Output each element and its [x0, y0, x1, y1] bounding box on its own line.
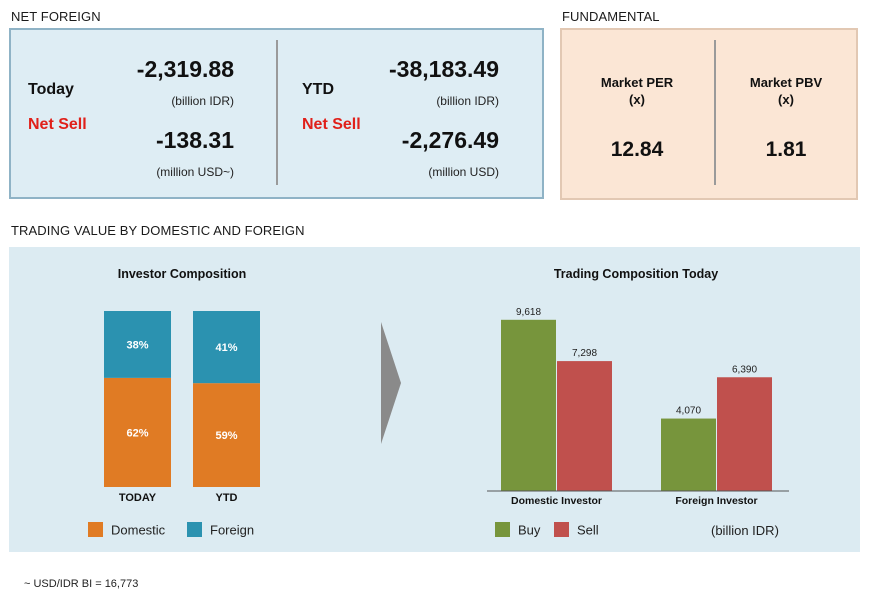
investor-composition-title: Investor Composition	[117, 267, 247, 281]
market-per-block: Market PER (x)	[562, 74, 712, 108]
data-label-buy-domestic-investor: 9,618	[516, 307, 541, 318]
today-label: Today	[28, 81, 74, 98]
footnote: ~ USD/IDR BI = 16,773	[24, 578, 139, 590]
data-label-buy-foreign-investor: 4,070	[676, 406, 701, 417]
trading-value-title: TRADING VALUE BY DOMESTIC AND FOREIGN	[11, 223, 305, 238]
market-pbv-block: Market PBV (x)	[714, 74, 858, 108]
legend-sell-swatch	[554, 522, 569, 537]
category-label-foreign-investor: Foreign Investor	[675, 495, 757, 507]
bar-sell-foreign-investor	[717, 377, 772, 491]
legend-buy-swatch	[495, 522, 510, 537]
unit-note: (billion IDR)	[711, 523, 779, 538]
today-net-sell-label: Net Sell	[28, 116, 87, 133]
ytd-label: YTD	[302, 81, 334, 98]
fundamental-title: FUNDAMENTAL	[562, 9, 660, 24]
trading-composition-title: Trading Composition Today	[553, 267, 719, 281]
bar-foreign-today	[104, 311, 171, 378]
data-label-sell-foreign-investor: 6,390	[732, 364, 757, 375]
bar-sell-domestic-investor	[557, 361, 612, 491]
category-label-ytd: YTD	[216, 492, 238, 504]
net-foreign-title: NET FOREIGN	[11, 9, 101, 24]
fundamental-divider	[714, 40, 716, 185]
today-idr-value: -2,319.88	[136, 56, 234, 82]
today-idr-unit: (billion IDR)	[171, 94, 234, 108]
ytd-usd-unit: (million USD)	[428, 165, 499, 179]
data-label-foreign-ytd: 41%	[215, 342, 237, 354]
category-label-today: TODAY	[119, 492, 157, 504]
charts-canvas: 62% 38% TODAY 59% 41% YTD 9,618 7,298 Domestic I…	[88, 307, 789, 538]
bar-domestic-today	[104, 377, 171, 487]
data-label-domestic-today: 62%	[126, 427, 148, 439]
bar-domestic-ytd	[193, 383, 260, 487]
market-pbv-value: 1.81	[765, 138, 807, 161]
bar-foreign-ytd	[193, 311, 260, 384]
net-foreign-divider	[276, 40, 278, 185]
trading-panel: Investor Composition Trading Composition…	[9, 247, 860, 552]
ytd-idr-value: -38,183.49	[389, 56, 499, 82]
today-usd-unit: (million USD~)	[156, 165, 234, 179]
category-label-domestic-investor: Domestic Investor	[511, 495, 602, 507]
market-per-value: 12.84	[610, 138, 664, 161]
data-label-foreign-today: 38%	[126, 339, 148, 351]
market-per-label: Market PER	[600, 75, 674, 90]
bar-buy-foreign-investor	[661, 418, 716, 491]
legend-domestic-swatch	[88, 522, 103, 537]
market-pbv-unit: (x)	[778, 92, 794, 107]
chevron-arrow-icon	[381, 322, 401, 444]
market-pbv-label: Market PBV	[749, 75, 823, 90]
ytd-net-sell-label: Net Sell	[302, 116, 361, 133]
net-foreign-panel: Today Net Sell -2,319.88 (billion IDR) -…	[9, 28, 544, 199]
ytd-idr-unit: (billion IDR)	[436, 94, 499, 108]
legend-domestic-label: Domestic	[111, 523, 166, 538]
data-label-domestic-ytd: 59%	[215, 430, 237, 442]
ytd-usd-value: -2,276.49	[401, 127, 499, 153]
legend-sell-label: Sell	[577, 523, 599, 538]
today-usd-value: -138.31	[155, 127, 234, 153]
legend-foreign-label: Foreign	[210, 523, 254, 538]
fundamental-panel: Market PER (x) 12.84 Market PBV (x) 1.81	[560, 28, 858, 200]
legend-foreign-swatch	[187, 522, 202, 537]
bar-buy-domestic-investor	[501, 319, 556, 491]
data-label-sell-domestic-investor: 7,298	[572, 348, 597, 359]
market-per-unit: (x)	[629, 92, 645, 107]
legend-buy-label: Buy	[518, 523, 541, 538]
